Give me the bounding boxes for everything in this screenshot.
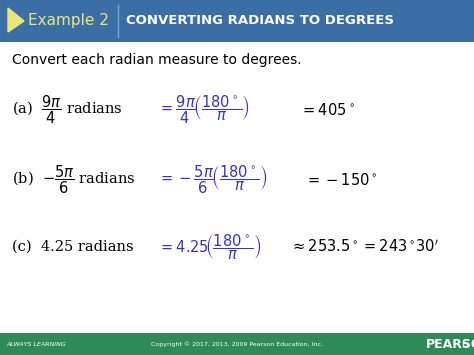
Text: Example 2: Example 2 — [28, 13, 109, 28]
Text: $= 4.25\!\left(\dfrac{180^\circ}{\pi}\right)$: $= 4.25\!\left(\dfrac{180^\circ}{\pi}\ri… — [158, 232, 262, 262]
Text: (a)  $\dfrac{9\pi}{4}$ radians: (a) $\dfrac{9\pi}{4}$ radians — [12, 94, 123, 126]
Text: $=\dfrac{9\pi}{4}\!\left(\dfrac{180^\circ}{\pi}\right)$: $=\dfrac{9\pi}{4}\!\left(\dfrac{180^\cir… — [158, 94, 250, 126]
Bar — [0, 333, 474, 355]
Text: $=-\dfrac{5\pi}{6}\!\left(\dfrac{180^\circ}{\pi}\right)$: $=-\dfrac{5\pi}{6}\!\left(\dfrac{180^\ci… — [158, 164, 268, 196]
Text: (b)  $-\dfrac{5\pi}{6}$ radians: (b) $-\dfrac{5\pi}{6}$ radians — [12, 164, 136, 196]
Text: $= -150^\circ$: $= -150^\circ$ — [305, 172, 378, 188]
Text: Copyright © 2017, 2013, 2009 Pearson Education, Inc.: Copyright © 2017, 2013, 2009 Pearson Edu… — [151, 341, 323, 347]
Text: Convert each radian measure to degrees.: Convert each radian measure to degrees. — [12, 53, 301, 67]
Text: CONVERTING RADIANS TO DEGREES: CONVERTING RADIANS TO DEGREES — [126, 15, 394, 27]
Text: PEARSON: PEARSON — [426, 338, 474, 350]
Text: (c)  4.25 radians: (c) 4.25 radians — [12, 240, 134, 254]
Text: ALWAYS LEARNING: ALWAYS LEARNING — [6, 342, 65, 346]
Bar — [0, 0, 474, 42]
Polygon shape — [8, 8, 24, 32]
Text: $\approx 253.5^\circ = 243^\circ\!30'$: $\approx 253.5^\circ = 243^\circ\!30'$ — [290, 239, 439, 255]
Text: 6: 6 — [461, 339, 468, 349]
Text: $= 405^\circ$: $= 405^\circ$ — [300, 102, 355, 118]
